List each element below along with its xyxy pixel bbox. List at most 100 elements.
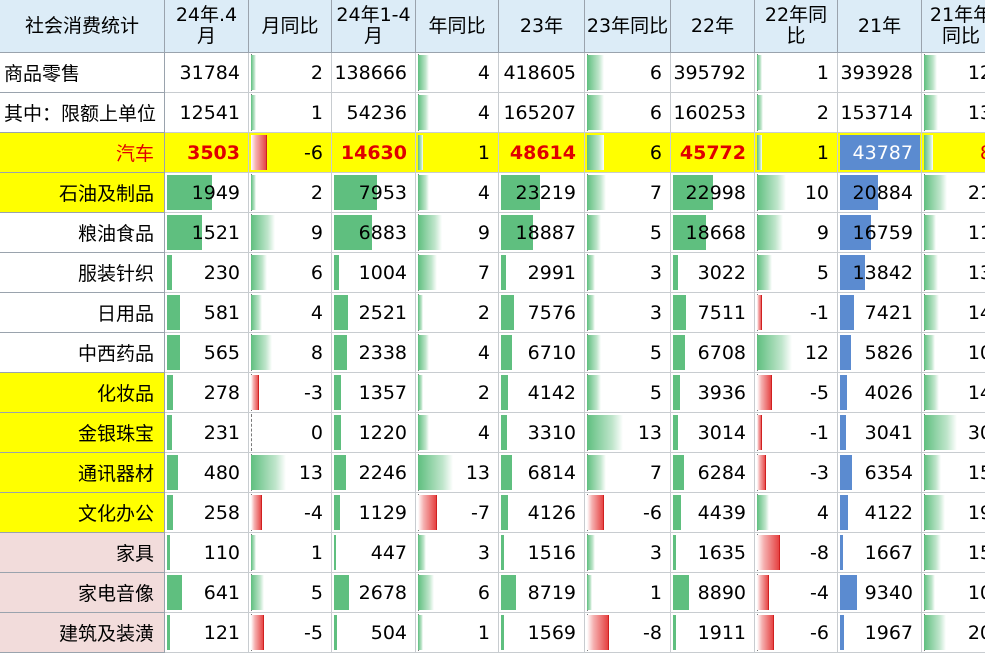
- table-cell: 3014: [671, 413, 755, 453]
- table-cell: 16759: [838, 213, 922, 253]
- table-cell: 6: [416, 573, 499, 613]
- header-cell-6: 23年同比: [585, 0, 671, 53]
- data-bar: [501, 215, 533, 250]
- cell-value: 9: [310, 221, 323, 244]
- table-cell: 395792: [671, 53, 755, 93]
- table-cell: 5: [249, 573, 332, 613]
- table-cell: 9340: [838, 573, 922, 613]
- data-bar: [418, 455, 453, 490]
- table-cell: 22998: [671, 173, 755, 213]
- cell-value: 1521: [191, 221, 240, 244]
- table-cell: 4: [249, 293, 332, 333]
- data-bar: [167, 495, 173, 530]
- cell-value: 12541: [179, 101, 240, 124]
- table-cell: 13: [416, 453, 499, 493]
- data-bar: [334, 375, 342, 410]
- table-cell: 12: [755, 333, 838, 373]
- cell-value: -8: [643, 621, 662, 644]
- data-bar: [501, 335, 513, 370]
- data-bar: [418, 415, 429, 450]
- data-bar: [673, 255, 679, 290]
- cell-value: 4026: [864, 381, 913, 404]
- data-bar: [167, 535, 170, 570]
- table-cell: 8: [249, 333, 332, 373]
- table-cell: 3: [416, 533, 499, 573]
- cell-value: 9: [477, 221, 490, 244]
- cell-value: -1: [810, 301, 829, 324]
- table-cell: 447: [332, 533, 416, 573]
- table-cell: 54236: [332, 93, 416, 133]
- data-bar: [167, 335, 180, 370]
- data-bar: [167, 255, 173, 290]
- data-bar: [251, 55, 257, 90]
- table-cell: 2: [249, 53, 332, 93]
- data-bar: [167, 215, 202, 250]
- cell-value: 1: [477, 141, 490, 164]
- data-bar: [587, 375, 601, 410]
- data-bar: [418, 135, 423, 170]
- data-bar: [673, 535, 676, 570]
- table-cell: 2991: [499, 253, 585, 293]
- cell-value: 16759: [852, 221, 913, 244]
- table-cell: 5826: [838, 333, 922, 373]
- cell-value: 7511: [697, 301, 746, 324]
- data-bar: [840, 575, 858, 610]
- cell-value: 504: [370, 621, 407, 644]
- data-bar: [418, 495, 437, 530]
- table-cell: 4: [416, 173, 499, 213]
- cell-value: 15: [967, 541, 985, 564]
- cell-value: 2991: [527, 261, 576, 284]
- row-name: 家具: [0, 533, 165, 573]
- table-cell: -4: [755, 573, 838, 613]
- row-name: 汽车: [0, 133, 165, 173]
- table-cell: 15: [922, 453, 985, 493]
- table-cell: -3: [755, 453, 838, 493]
- table-cell: 4: [416, 93, 499, 133]
- data-bar: [334, 335, 347, 370]
- data-bar: [673, 335, 685, 370]
- data-bar: [167, 615, 170, 650]
- data-bar: [501, 455, 513, 490]
- cell-value: 4: [477, 341, 490, 364]
- table-cell: 5: [585, 373, 671, 413]
- cell-value: 7: [649, 461, 662, 484]
- data-bar: [673, 495, 681, 530]
- cell-value: 1357: [358, 381, 407, 404]
- table-cell: -3: [249, 373, 332, 413]
- data-bar: [501, 495, 508, 530]
- data-bar: [587, 215, 601, 250]
- cell-value: 4439: [697, 501, 746, 524]
- table-cell: 418605: [499, 53, 585, 93]
- data-bar: [924, 55, 938, 90]
- cell-value: 6284: [697, 461, 746, 484]
- cell-value: 2: [477, 381, 490, 404]
- data-bar: [673, 295, 687, 330]
- data-bar: [757, 295, 762, 330]
- cell-value: 8: [310, 341, 323, 364]
- data-bar: [924, 135, 933, 170]
- data-bar: [418, 175, 429, 210]
- table-cell: 30: [922, 413, 985, 453]
- cell-value: 8: [980, 133, 985, 172]
- row-name: 粮油食品: [0, 213, 165, 253]
- cell-value: -4: [304, 501, 323, 524]
- table-cell: 9: [755, 213, 838, 253]
- cell-value: 30: [967, 421, 985, 444]
- cell-value: 9340: [864, 581, 913, 604]
- cell-value: 2338: [358, 341, 407, 364]
- data-bar: [757, 495, 769, 530]
- table-cell: 13: [585, 413, 671, 453]
- table-cell: 5: [585, 213, 671, 253]
- cell-value: 2: [310, 181, 323, 204]
- table-cell: 14630: [332, 133, 416, 173]
- header-cell-9: 21年: [838, 0, 922, 53]
- cell-value: 138666: [334, 61, 407, 84]
- cell-value: -6: [810, 621, 829, 644]
- cell-value: 1: [816, 141, 829, 164]
- cell-value: 4: [477, 181, 490, 204]
- cell-value: 1: [816, 61, 829, 84]
- table-cell: 5: [755, 253, 838, 293]
- row-name: 化妆品: [0, 373, 165, 413]
- data-bar: [418, 95, 429, 130]
